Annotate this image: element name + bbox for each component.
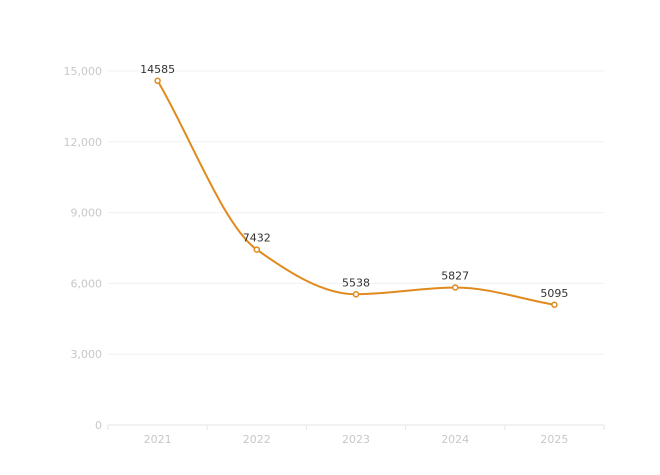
x-tick-label: 2022 (243, 433, 271, 446)
y-axis: 0 3,000 6,000 9,000 12,000 15,000 (64, 65, 103, 432)
x-tick-label: 2024 (441, 433, 469, 446)
y-tick-label: 15,000 (64, 65, 103, 78)
data-label: 5538 (342, 276, 370, 289)
data-point[interactable] (253, 246, 261, 253)
data-label: 5095 (540, 287, 568, 300)
x-tick-label: 2023 (342, 433, 370, 446)
data-point[interactable] (551, 301, 558, 309)
data-label: 7432 (243, 232, 271, 245)
y-tick-label: 3,000 (71, 348, 103, 361)
data-point[interactable] (451, 284, 459, 291)
y-tick-label: 0 (95, 419, 102, 432)
data-label: 14585 (140, 63, 175, 76)
grid-lines (108, 70, 604, 355)
y-tick-label: 9,000 (71, 207, 103, 220)
data-labels: 14585 7432 5538 5827 5095 (140, 63, 568, 300)
x-axis: 2021 2022 2023 2024 2025 (107, 424, 605, 446)
x-tick-label: 2021 (144, 433, 172, 446)
y-tick-label: 12,000 (64, 136, 103, 149)
data-point[interactable] (154, 77, 161, 85)
y-tick-label: 6,000 (71, 277, 103, 290)
x-tick-label: 2025 (540, 433, 568, 446)
data-label: 5827 (441, 269, 469, 282)
series-layer (156, 79, 556, 306)
data-point[interactable] (352, 291, 360, 298)
points-layer (154, 77, 558, 309)
series-line (156, 79, 556, 306)
